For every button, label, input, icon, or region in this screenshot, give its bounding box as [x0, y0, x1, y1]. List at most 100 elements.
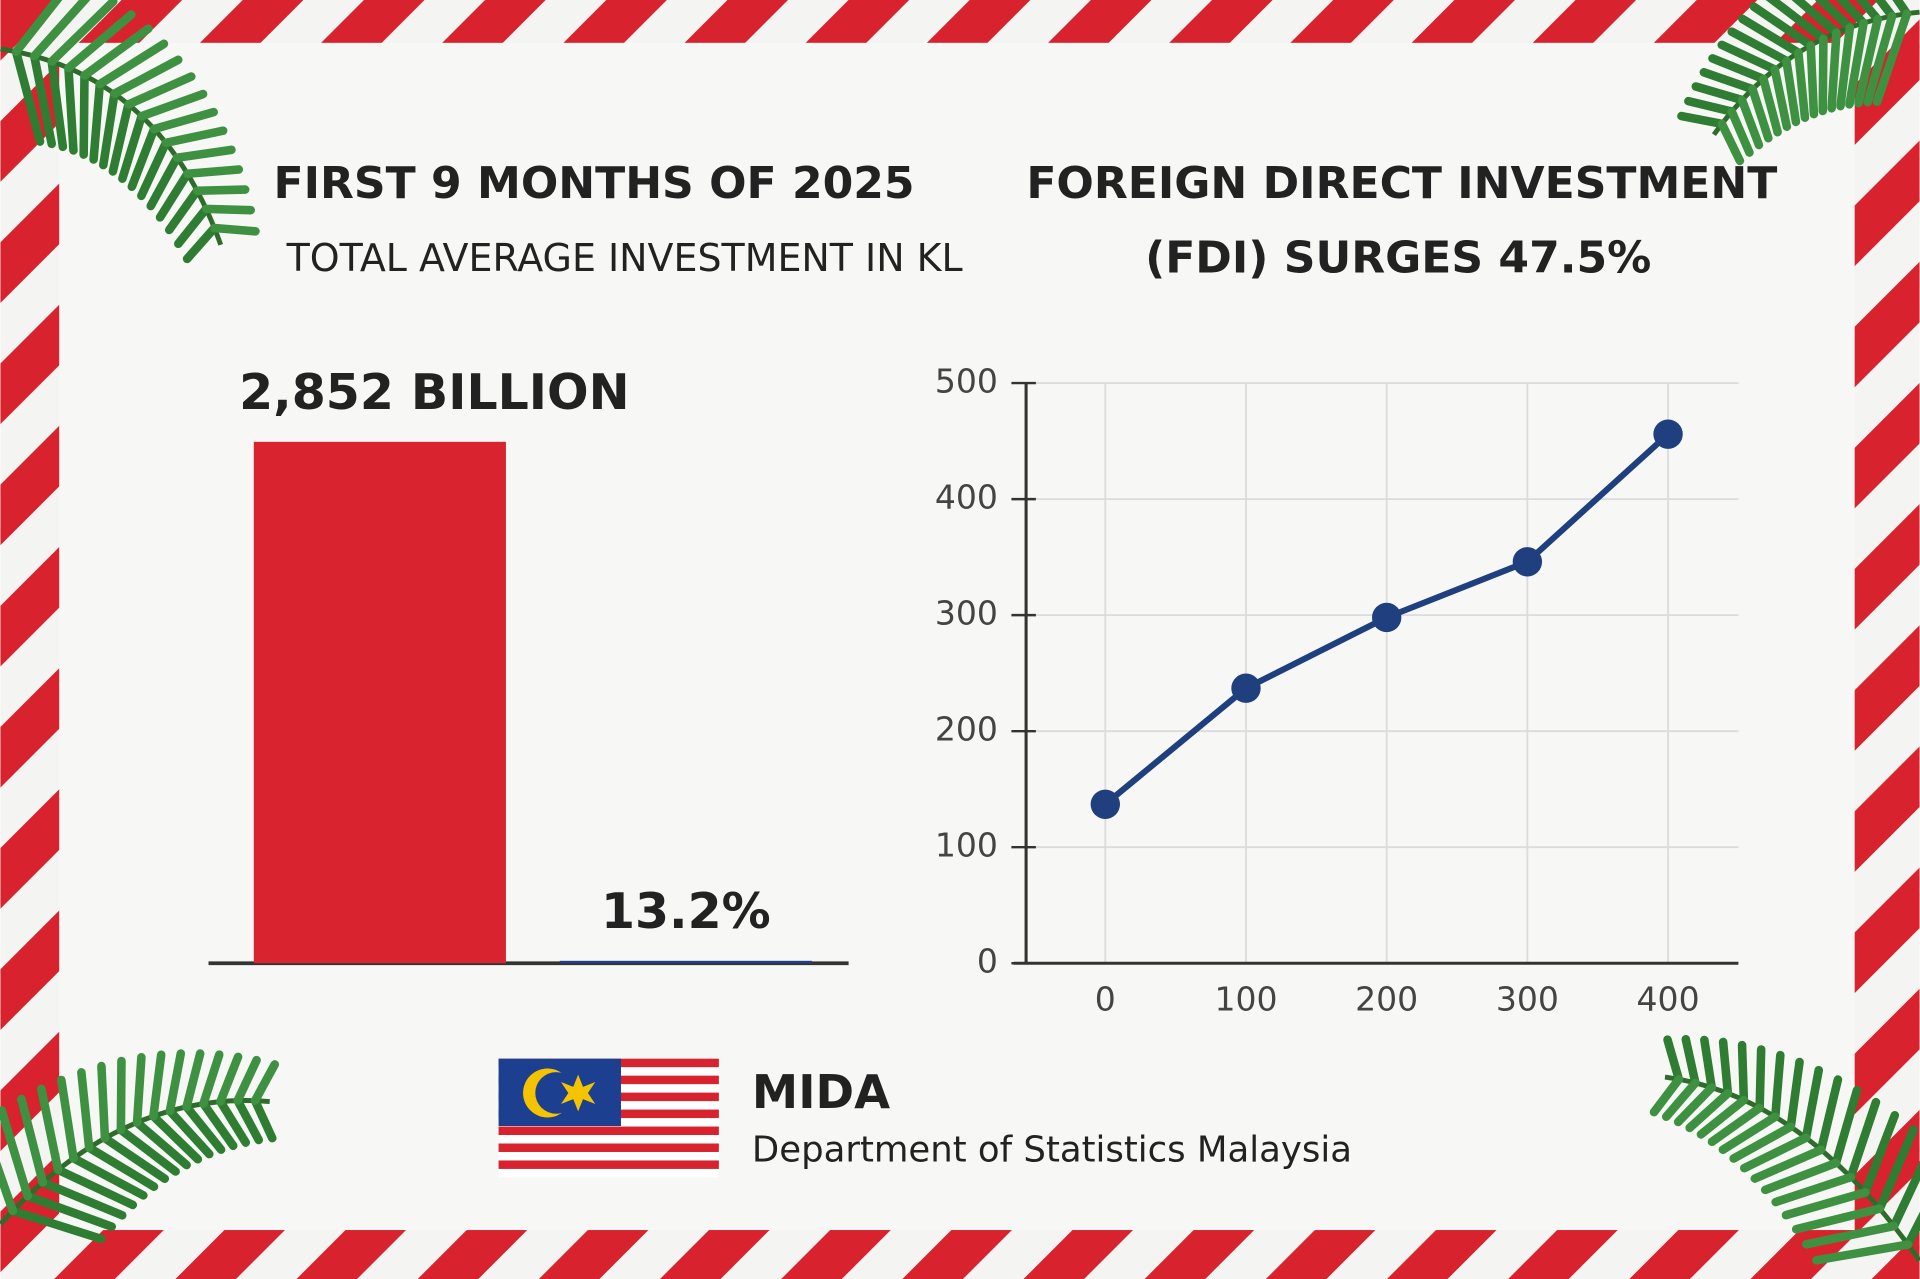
frond-leaf	[165, 1106, 214, 1159]
point	[1090, 789, 1120, 819]
frond-leaf	[1855, 0, 1882, 24]
frond-leaf	[116, 1056, 126, 1135]
frond-leaf	[1699, 68, 1757, 94]
frond-leaf	[1765, 0, 1828, 44]
frond-leaf	[64, 10, 136, 73]
right-title: FOREIGN DIRECT INVESTMENT	[1026, 158, 1777, 209]
frond-leaf	[1729, 1122, 1796, 1163]
frond-leaf	[149, 1050, 166, 1121]
y-tick-label: 100	[935, 826, 998, 865]
frond-leaf	[1892, 0, 1912, 18]
frond-leaf	[250, 1096, 277, 1143]
frond-leaf	[1740, 1133, 1811, 1173]
y-tick-label: 200	[935, 710, 998, 749]
frond-leaf	[182, 1102, 226, 1154]
frond-leaf	[1836, 23, 1855, 111]
right-title: (FDI) SURGES 47.5%	[1145, 233, 1651, 284]
frond-leaf	[0, 1106, 32, 1201]
frond-leaf	[1846, 1097, 1881, 1182]
frond-leaf	[1874, 0, 1897, 21]
frond-leaf	[1836, 0, 1868, 28]
frond-leaf	[1749, 2, 1816, 50]
frond-stem	[1664, 1074, 1920, 1263]
frond-leaf	[1827, 28, 1841, 113]
frond-leaf	[1770, 1050, 1785, 1122]
frond-leaf	[1737, 1040, 1749, 1105]
x-tick-label: 100	[1214, 980, 1277, 1019]
frond-leaf	[216, 1052, 243, 1106]
flag-stripe	[498, 1143, 719, 1152]
frond-leaf	[0, 1161, 18, 1216]
bar	[253, 441, 506, 964]
frond-leaf	[1727, 27, 1791, 66]
frond-leaf	[95, 39, 169, 89]
frond-leaf	[1673, 1083, 1716, 1127]
frond-stem	[0, 1098, 270, 1226]
frond-leaf	[1691, 82, 1747, 105]
frond-leaf	[11, 47, 45, 146]
x-tick-label: 0	[1095, 980, 1116, 1019]
frond-leaf	[23, 1191, 117, 1231]
frond-leaf	[164, 186, 202, 235]
frond-leaf	[1791, 1204, 1885, 1234]
y-tick-label: 300	[935, 594, 998, 633]
frond-leaf	[161, 126, 228, 148]
x-tick-label: 200	[1355, 980, 1418, 1019]
frond-leaf	[210, 223, 260, 236]
bar	[559, 960, 812, 964]
frond-leaf	[1748, 84, 1773, 143]
frond-leaf	[1663, 1035, 1684, 1084]
frond-leaf	[250, 1060, 280, 1105]
point	[1653, 419, 1683, 449]
frond-leaf	[100, 1133, 170, 1183]
frond-leaf	[1708, 54, 1768, 84]
frond-leaf	[1781, 1188, 1870, 1220]
frond-leaf	[11, 0, 63, 57]
frond-leaf	[127, 124, 159, 191]
frond-leaf	[1759, 74, 1782, 137]
frond-leaf	[1727, 107, 1754, 157]
frond-leaf	[1750, 1145, 1826, 1183]
frond-leaf	[1831, 1085, 1862, 1168]
frond-leaf	[172, 145, 236, 163]
frond-leaf	[1861, 1110, 1900, 1197]
frond-leaf	[137, 138, 171, 201]
frond-leaf	[1814, 0, 1855, 32]
frond-leaf	[1685, 1088, 1733, 1133]
frond-leaf	[29, 0, 91, 61]
frond-leaf	[1696, 1095, 1749, 1139]
frond-leaf	[1854, 14, 1882, 108]
frond-leaf	[53, 1165, 138, 1210]
flag	[498, 1058, 719, 1178]
frond-leaf	[1771, 1172, 1856, 1207]
palm-frond	[1677, 0, 1920, 166]
left-title: FIRST 9 MONTHS OF 2025	[274, 158, 915, 209]
frond-leaf	[38, 1178, 127, 1220]
frond-leaf	[182, 223, 219, 264]
frond-leaf	[1760, 1158, 1841, 1195]
y-tick-label: 400	[935, 478, 998, 517]
frond-leaf	[1677, 111, 1727, 129]
frond-leaf	[29, 51, 56, 149]
frond-leaf	[80, 24, 153, 80]
y-tick-label: 0	[977, 942, 998, 981]
frond-leaf	[47, 0, 118, 66]
frond-leaf	[1845, 18, 1868, 109]
frond-leaf	[173, 204, 211, 249]
frond-leaf	[1718, 1112, 1780, 1155]
frond-leaf	[1782, 56, 1801, 127]
frond-leaf	[1802, 1221, 1899, 1249]
frond-leaf	[165, 1049, 186, 1116]
frond-leaf	[116, 1125, 180, 1176]
frond-leaf	[118, 111, 146, 183]
y-tick-label: 500	[935, 362, 998, 401]
frond-leaf	[183, 165, 244, 179]
frond-leaf	[1718, 1037, 1733, 1098]
frond-leaf	[1717, 119, 1745, 166]
point	[1231, 673, 1261, 703]
frond-leaf	[1806, 41, 1819, 119]
palm-frond	[1649, 1034, 1920, 1265]
frond-stem	[0, 46, 224, 246]
